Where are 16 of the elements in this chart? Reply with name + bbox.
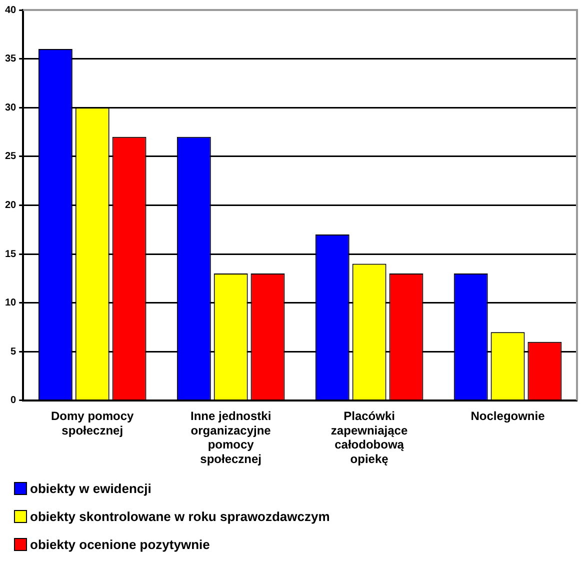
y-tick-label: 30	[5, 102, 17, 114]
y-tick-label: 35	[5, 54, 17, 65]
legend-label: obiekty ocenione pozytywnie	[30, 536, 210, 552]
y-tick-label: 15	[5, 248, 17, 260]
y-tick-label: 25	[5, 151, 17, 162]
y-tick-label: 20	[5, 200, 17, 211]
y-tick-label: 40	[5, 4, 17, 16]
y-tick-label: 0	[10, 395, 17, 406]
x-tick-label: Domy pomocy społecznej	[51, 408, 134, 438]
y-tick-label: 10	[5, 298, 17, 309]
legend-label: obiekty w ewidencji	[30, 480, 152, 496]
x-tick-label: Inne jednostki organizacyjne pomocy społecznej	[190, 408, 272, 466]
x-tick-label: Noclegownie	[470, 408, 546, 423]
x-tick-label: Placówki zapewniające całodobową opiekę	[330, 408, 408, 466]
legend-label: obiekty skontrolowane w roku sprawozdawczym	[30, 508, 330, 524]
y-tick-label: 5	[10, 346, 17, 358]
